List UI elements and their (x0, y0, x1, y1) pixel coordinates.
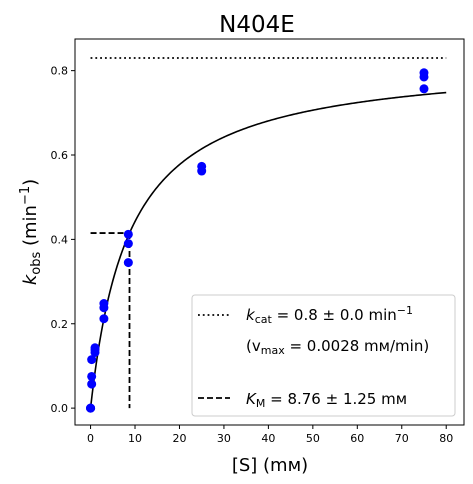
x-tick-label: 60 (350, 432, 364, 445)
y-tick-label: 0.2 (51, 318, 69, 331)
x-tick-label: 40 (261, 432, 275, 445)
x-tick-label: 30 (217, 432, 231, 445)
legend-entry-km: KM = 8.76 ± 1.25 mм (246, 390, 407, 410)
chart-title: N404E (219, 12, 295, 38)
data-point (419, 84, 429, 94)
legend-frame (191, 294, 456, 417)
data-point (197, 161, 207, 171)
y-axis: 0.0 0.2 0.4 0.6 0.8 (51, 65, 75, 415)
data-point (123, 258, 133, 268)
x-tick-label: 20 (172, 432, 186, 445)
legend: kcat = 0.8 ± 0.0 min−1 (vmax = 0.0028 mм… (191, 294, 456, 417)
y-tick-label: 0.8 (51, 65, 69, 78)
data-point (123, 239, 133, 249)
data-point (99, 299, 109, 309)
x-tick-label: 10 (128, 432, 142, 445)
plot-area (86, 57, 447, 413)
y-axis-label: kobs (min−1) (18, 179, 44, 285)
y-tick-label: 0.0 (51, 402, 69, 415)
data-point (99, 314, 109, 324)
y-tick-label: 0.6 (51, 149, 69, 162)
data-point (87, 371, 97, 381)
x-tick-label: 50 (306, 432, 320, 445)
x-axis: 0 10 20 30 40 50 60 70 80 (87, 425, 453, 445)
data-point (87, 379, 97, 389)
data-point (123, 229, 133, 239)
data-point (87, 355, 97, 365)
x-axis-label: [S] (mм) (232, 455, 308, 476)
y-tick-label: 0.4 (51, 233, 69, 246)
fit-curve (89, 91, 447, 409)
data-point (86, 403, 96, 413)
legend-entry-kcat: kcat = 0.8 ± 0.0 min−1 (246, 304, 413, 326)
data-point (90, 343, 100, 353)
x-tick-label: 70 (395, 432, 409, 445)
plot-frame (74, 38, 465, 426)
data-point (419, 68, 429, 78)
x-tick-label: 0 (87, 432, 94, 445)
x-tick-label: 80 (439, 432, 453, 445)
legend-entry-vmax: (vmax = 0.0028 mм/min) (246, 337, 429, 357)
